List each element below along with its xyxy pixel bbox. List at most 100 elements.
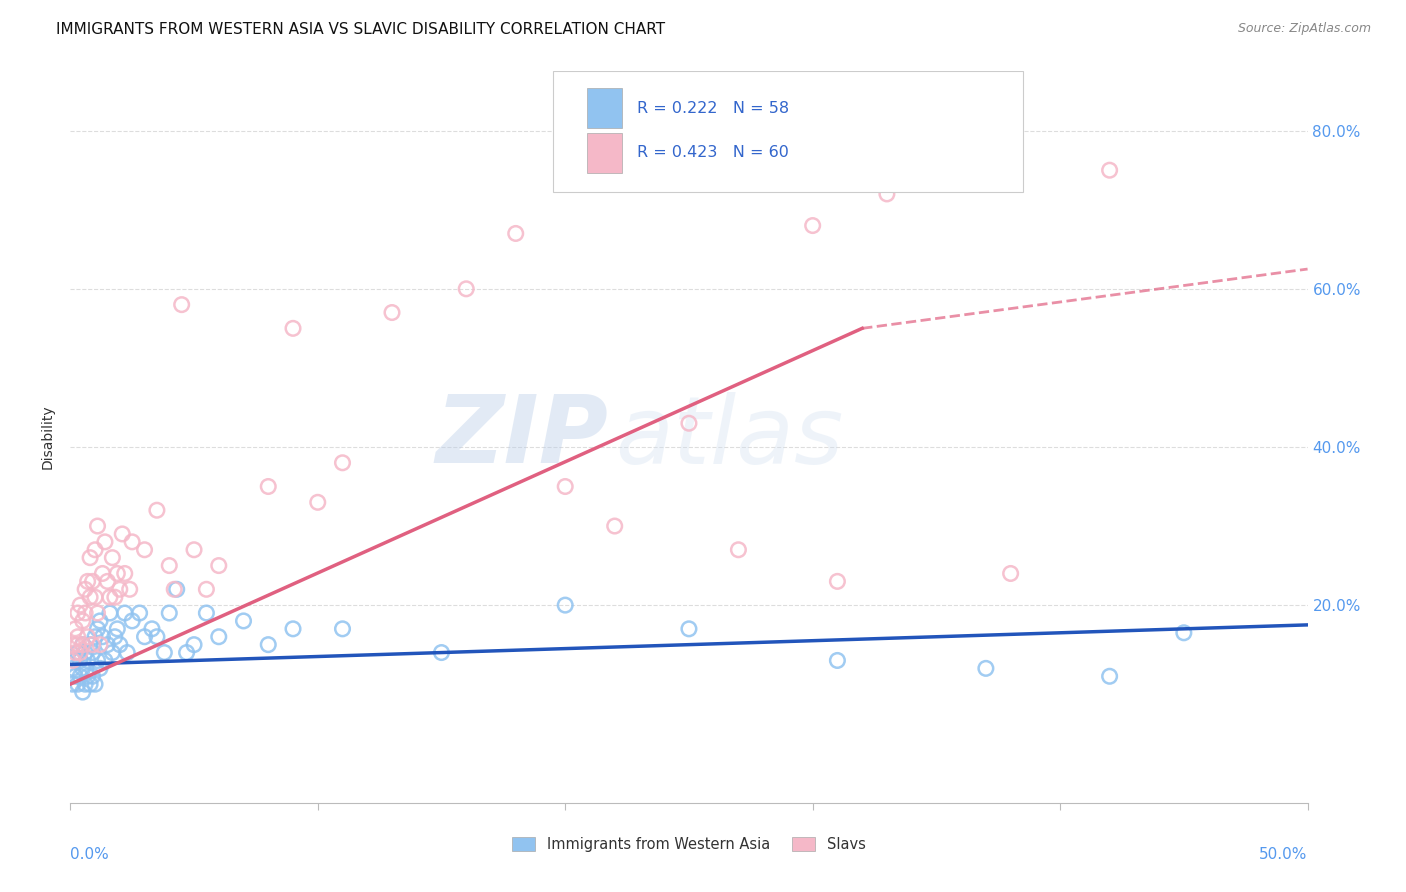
Point — [1098, 669, 1121, 683]
Point — [111, 527, 134, 541]
Point — [101, 646, 124, 660]
Point — [183, 542, 205, 557]
Point — [69, 598, 91, 612]
Point — [82, 574, 104, 589]
Point — [86, 653, 108, 667]
Point — [66, 606, 89, 620]
Point — [1173, 625, 1195, 640]
Point — [554, 598, 576, 612]
Point — [65, 653, 87, 667]
Point — [105, 566, 128, 581]
Point — [381, 305, 404, 319]
Point — [157, 558, 180, 573]
Text: R = 0.222   N = 58: R = 0.222 N = 58 — [637, 101, 789, 116]
Point — [114, 606, 136, 620]
Point — [281, 622, 304, 636]
Point — [65, 669, 87, 683]
Point — [105, 622, 128, 636]
Point — [62, 661, 84, 675]
Point — [195, 606, 218, 620]
Point — [1098, 163, 1121, 178]
Point — [121, 614, 143, 628]
Point — [79, 591, 101, 605]
Point — [128, 606, 150, 620]
Point — [114, 566, 136, 581]
Point — [91, 566, 114, 581]
Point — [115, 646, 138, 660]
Point — [79, 638, 101, 652]
Point — [86, 622, 108, 636]
Point — [176, 646, 198, 660]
Point — [98, 591, 121, 605]
Point — [72, 661, 94, 675]
Point — [84, 677, 107, 691]
Point — [801, 219, 824, 233]
Point — [76, 669, 98, 683]
Point — [505, 227, 527, 241]
Point — [69, 646, 91, 660]
Point — [75, 606, 97, 620]
Point — [75, 582, 97, 597]
Point — [146, 630, 169, 644]
Point — [153, 646, 176, 660]
Point — [170, 298, 193, 312]
Point — [232, 614, 254, 628]
Point — [75, 677, 97, 691]
Point — [332, 456, 354, 470]
Point — [76, 630, 98, 644]
Point — [65, 646, 87, 660]
Point — [727, 542, 749, 557]
Point — [62, 653, 84, 667]
Point — [66, 677, 89, 691]
Point — [134, 542, 156, 557]
Point — [89, 614, 111, 628]
Point — [163, 582, 186, 597]
Point — [72, 638, 94, 652]
Point — [108, 638, 131, 652]
Point — [257, 479, 280, 493]
Point — [94, 653, 117, 667]
Point — [1000, 566, 1022, 581]
Point — [430, 646, 453, 660]
Point — [121, 534, 143, 549]
Point — [281, 321, 304, 335]
Point — [141, 622, 163, 636]
Point — [84, 630, 107, 644]
Point — [69, 669, 91, 683]
Point — [257, 638, 280, 652]
Point — [72, 638, 94, 652]
Point — [678, 416, 700, 430]
Point — [96, 638, 118, 652]
Point — [146, 503, 169, 517]
Point — [101, 550, 124, 565]
Text: 0.0%: 0.0% — [70, 847, 110, 862]
Point — [104, 630, 127, 644]
Point — [974, 661, 997, 675]
Point — [108, 582, 131, 597]
Point — [65, 622, 87, 636]
Point — [827, 653, 849, 667]
Point — [332, 622, 354, 636]
Point — [157, 606, 180, 620]
Text: Source: ZipAtlas.com: Source: ZipAtlas.com — [1237, 22, 1371, 36]
Point — [166, 582, 188, 597]
Point — [603, 519, 626, 533]
Text: 50.0%: 50.0% — [1260, 847, 1308, 862]
Point — [118, 582, 141, 597]
Y-axis label: Disability: Disability — [41, 405, 55, 469]
Point — [86, 606, 108, 620]
Point — [66, 630, 89, 644]
Text: R = 0.423   N = 60: R = 0.423 N = 60 — [637, 145, 789, 161]
Point — [84, 591, 107, 605]
Point — [307, 495, 329, 509]
Point — [827, 574, 849, 589]
Point — [456, 282, 478, 296]
Text: ZIP: ZIP — [436, 391, 609, 483]
Point — [75, 646, 97, 660]
Point — [72, 614, 94, 628]
Point — [79, 677, 101, 691]
Point — [94, 534, 117, 549]
Point — [91, 630, 114, 644]
Point — [82, 646, 104, 660]
Text: atlas: atlas — [614, 392, 844, 483]
